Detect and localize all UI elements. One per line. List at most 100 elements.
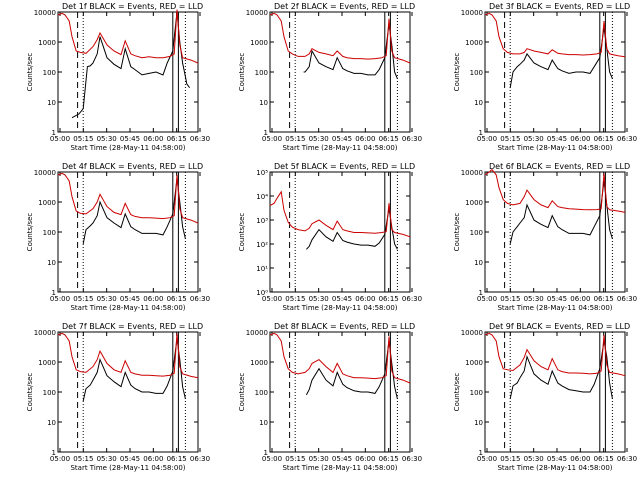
x-axis-label: Start Time (28-May-11 04:58:00) xyxy=(497,144,612,152)
chart-title: Det 3f BLACK = Events, RED = LLD xyxy=(489,2,630,11)
x-tick-label: 06:00 xyxy=(355,455,375,463)
y-tick-label: 1 xyxy=(52,129,56,137)
series-line xyxy=(71,11,191,119)
x-tick-label: 06:30 xyxy=(190,135,210,143)
x-tick-label: 05:15 xyxy=(285,295,305,303)
x-tick-label: 05:30 xyxy=(309,455,329,463)
chart-panel-1: Det 1f BLACK = Events, RED = LLD 1 10 100 10… xyxy=(26,2,210,152)
x-tick-label: 05:30 xyxy=(524,295,544,303)
y-tick-label: 100 xyxy=(255,389,268,397)
x-tick-label: 05:00 xyxy=(262,295,282,303)
x-tick-label: 05:15 xyxy=(500,455,520,463)
x-axis-label: Start Time (28-May-11 04:58:00) xyxy=(497,304,612,312)
x-tick-label: 06:15 xyxy=(594,135,614,143)
y-tick-label: 1000 xyxy=(38,199,56,207)
x-tick-label: 06:00 xyxy=(570,295,590,303)
y-tick-label: 10⁰ xyxy=(256,289,268,297)
x-tick-label: 06:00 xyxy=(355,295,375,303)
x-tick-label: 06:15 xyxy=(167,455,187,463)
x-tick-label: 06:15 xyxy=(594,455,614,463)
x-tick-label: 06:30 xyxy=(402,135,422,143)
x-tick-label: 06:00 xyxy=(143,455,163,463)
y-tick-label: 100 xyxy=(43,389,56,397)
x-tick-label: 05:45 xyxy=(547,455,567,463)
series-line xyxy=(484,12,626,58)
x-tick-label: 05:00 xyxy=(477,455,497,463)
y-axis-label: Counts/sec xyxy=(238,213,246,252)
x-axis-label: Start Time (28-May-11 04:58:00) xyxy=(70,304,185,312)
y-tick-label: 100 xyxy=(470,389,483,397)
y-tick-label: 10000 xyxy=(34,329,56,337)
chart-panel-2: Det 2f BLACK = Events, RED = LLD 1 10 100 10… xyxy=(238,2,422,152)
series-line xyxy=(305,340,398,399)
y-tick-label: 10¹ xyxy=(256,265,268,273)
x-tick-label: 06:30 xyxy=(190,455,210,463)
y-tick-label: 10⁴ xyxy=(256,193,268,201)
x-tick-label: 05:30 xyxy=(97,295,117,303)
x-tick-label: 06:30 xyxy=(617,295,637,303)
x-tick-label: 05:30 xyxy=(524,455,544,463)
chart-title: Det 1f BLACK = Events, RED = LLD xyxy=(62,2,203,11)
x-tick-label: 05:00 xyxy=(262,455,282,463)
y-axis-label: Counts/sec xyxy=(453,53,461,92)
chart-panel-3: Det 3f BLACK = Events, RED = LLD 1 10 100 10… xyxy=(453,2,637,152)
plot-frame xyxy=(57,331,199,453)
y-tick-label: 100 xyxy=(43,229,56,237)
y-tick-label: 10000 xyxy=(246,329,268,337)
series-line xyxy=(82,338,186,402)
x-tick-label: 06:30 xyxy=(617,135,637,143)
x-tick-label: 05:45 xyxy=(332,455,352,463)
chart-title: Det 7f BLACK = Events, RED = LLD xyxy=(62,322,203,331)
chart-panel-5: Det 5f BLACK = Events, RED = LLD 10⁰ 10¹ 10… xyxy=(238,162,422,312)
x-axis-label: Start Time (28-May-11 04:58:00) xyxy=(70,464,185,472)
y-tick-label: 1000 xyxy=(465,199,483,207)
y-tick-label: 100 xyxy=(255,69,268,77)
y-tick-label: 1 xyxy=(52,449,56,457)
y-tick-label: 10 xyxy=(47,259,56,267)
x-tick-label: 06:15 xyxy=(379,135,399,143)
y-axis-label: Counts/sec xyxy=(238,53,246,92)
y-tick-label: 10 xyxy=(474,259,483,267)
x-tick-label: 06:15 xyxy=(379,455,399,463)
x-tick-label: 05:00 xyxy=(50,455,70,463)
x-axis-label: Start Time (28-May-11 04:58:00) xyxy=(497,464,612,472)
series-line xyxy=(269,190,411,238)
x-tick-label: 06:15 xyxy=(379,295,399,303)
series-line xyxy=(269,12,411,64)
x-tick-label: 05:00 xyxy=(50,295,70,303)
y-tick-label: 1 xyxy=(52,289,56,297)
y-tick-label: 10⁵ xyxy=(256,169,268,177)
x-tick-label: 05:15 xyxy=(285,455,305,463)
y-tick-label: 1 xyxy=(479,289,483,297)
y-tick-label: 1000 xyxy=(38,359,56,367)
chart-title: Det 6f BLACK = Events, RED = LLD xyxy=(489,162,630,171)
x-tick-label: 05:00 xyxy=(477,135,497,143)
y-axis-label: Counts/sec xyxy=(453,213,461,252)
chart-panel-4: Det 4f BLACK = Events, RED = LLD 1 10 100 10… xyxy=(26,162,210,312)
x-tick-label: 05:15 xyxy=(500,135,520,143)
x-axis-label: Start Time (28-May-11 04:58:00) xyxy=(282,464,397,472)
x-axis-label: Start Time (28-May-11 04:58:00) xyxy=(282,144,397,152)
x-tick-label: 06:30 xyxy=(190,295,210,303)
x-tick-label: 05:15 xyxy=(73,135,93,143)
y-tick-label: 1000 xyxy=(38,39,56,47)
x-tick-label: 06:15 xyxy=(594,295,614,303)
series-line xyxy=(484,168,626,213)
y-tick-label: 10000 xyxy=(461,9,483,17)
y-tick-label: 1 xyxy=(264,129,268,137)
x-tick-label: 06:30 xyxy=(402,295,422,303)
series-line xyxy=(509,340,613,399)
y-tick-label: 10000 xyxy=(246,9,268,17)
chart-title: Det 8f BLACK = Events, RED = LLD xyxy=(274,322,415,331)
y-tick-label: 10² xyxy=(256,241,268,249)
y-tick-label: 1 xyxy=(264,449,268,457)
y-tick-label: 100 xyxy=(43,69,56,77)
x-tick-label: 05:45 xyxy=(332,295,352,303)
y-tick-label: 10³ xyxy=(256,217,268,225)
x-tick-label: 05:00 xyxy=(262,135,282,143)
chart-title: Det 4f BLACK = Events, RED = LLD xyxy=(62,162,203,171)
y-tick-label: 10 xyxy=(259,419,268,427)
series-line xyxy=(484,332,626,377)
chart-title: Det 9f BLACK = Events, RED = LLD xyxy=(489,322,630,331)
